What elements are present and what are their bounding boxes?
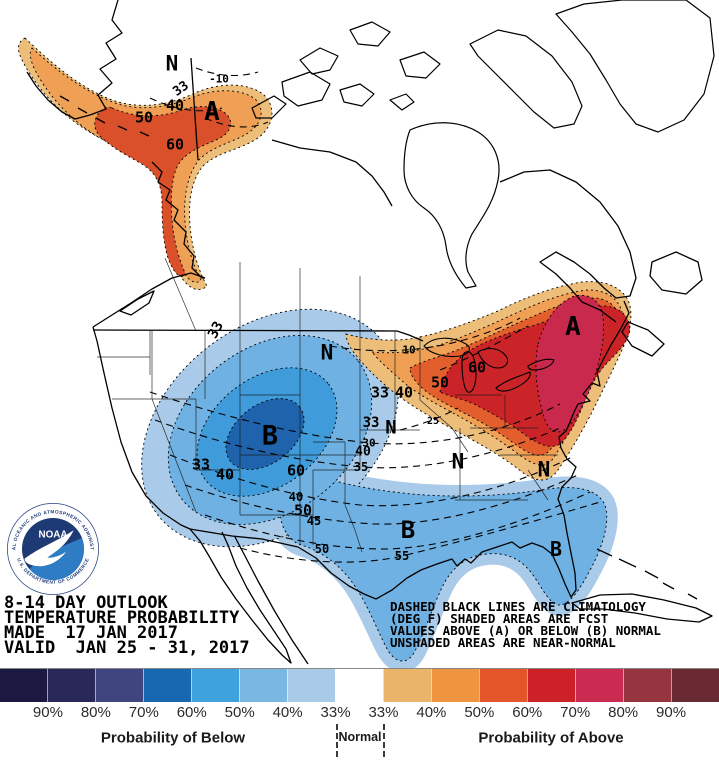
- map-label-n: N: [320, 340, 334, 365]
- title-line: VALID JAN 25 - 31, 2017: [4, 638, 250, 658]
- title-block: 8-14 DAY OUTLOOK TEMPERATURE PROBABILITY M…: [4, 593, 250, 658]
- above-70-core-newengland: [535, 294, 604, 433]
- map-label-n: N: [537, 457, 551, 482]
- map-label-10: 10: [402, 343, 416, 357]
- colorbar-tick: 90%: [32, 704, 63, 721]
- note-line: DASHED BLACK LINES ARE CLIMATOLOGY: [390, 599, 646, 614]
- map-label-33: 33: [191, 455, 211, 474]
- great-lakes: [423, 337, 555, 393]
- colorbar-segment: [575, 669, 623, 702]
- colorbar-tick: 70%: [128, 704, 159, 721]
- map-label-33: 33: [362, 415, 380, 431]
- map-label-60: 60: [165, 135, 185, 154]
- below-caption: Probability of Below: [100, 729, 246, 747]
- colorbar-tick-labels: 90% 80% 70% 60% 50% 40% 33% 33% 40% 50% 60% 70% 80% 9…: [0, 704, 719, 724]
- map-label-50: 50: [134, 108, 154, 127]
- arctic-outlines: [251, 0, 715, 289]
- colorbar-segment: [0, 669, 47, 702]
- map-label-60: 60: [286, 461, 306, 480]
- colorbar-segment: [143, 669, 191, 702]
- colorbar-tick: 60%: [512, 704, 543, 721]
- normal-caption: Normal: [338, 730, 382, 744]
- map-label-35: 35: [353, 460, 369, 474]
- map-label-55: 55: [394, 549, 410, 563]
- title-line: TEMPERATURE PROBABILITY: [4, 608, 240, 628]
- normal-left-dash: [336, 724, 338, 757]
- colorbar-segment: [623, 669, 671, 702]
- noaa-seagull-icon: [24, 530, 74, 567]
- hudson-bay: [403, 122, 500, 289]
- colorbar-segment: [431, 669, 479, 702]
- noaa-acronym: NOAA: [38, 530, 67, 541]
- colorbar-tick: 60%: [176, 704, 207, 721]
- map-label-a: A: [204, 97, 220, 127]
- colorbar-tick: 80%: [608, 704, 639, 721]
- colorbar-segment: [95, 669, 143, 702]
- map-label-n: N: [385, 416, 397, 439]
- above-40-band-alaska: [29, 47, 262, 283]
- above-50-core-alaska: [94, 106, 232, 277]
- colorbar-tick: 40%: [416, 704, 447, 721]
- colorbar-segment: [671, 669, 719, 702]
- normal-right-dash: [383, 724, 385, 757]
- map-label-30: 30: [362, 436, 376, 450]
- map-label-n: N: [451, 449, 465, 474]
- colorbar-segment: [479, 669, 527, 702]
- climatology-isotherms: [149, 67, 601, 563]
- below-40-band-south: [279, 467, 608, 662]
- noaa-logo: NATIONAL OCEANIC AND ATMOSPHERIC ADMINIS…: [7, 503, 99, 595]
- colorbar-segment: [47, 669, 95, 702]
- map-label-40: 40: [215, 465, 235, 484]
- note-line: (DEG F) SHADED AREAS ARE FCST: [390, 611, 609, 626]
- map-label-50: 50: [314, 542, 330, 556]
- note-line: VALUES ABOVE (A) OR BELOW (B) NORMAL: [390, 623, 661, 638]
- colorbar-segment: [239, 669, 287, 702]
- map-label-50: 50: [293, 501, 313, 520]
- map-label-25: 25: [426, 416, 440, 427]
- colorbar-segment: [335, 669, 383, 702]
- legend-note-block: DASHED BLACK LINES ARE CLIMATOLOGY (DEG F…: [390, 599, 661, 650]
- map-label-40: 40: [394, 383, 414, 402]
- colorbar-tick: 80%: [80, 704, 111, 721]
- above-caption: Probability of Above: [478, 729, 624, 747]
- state-borders: [97, 257, 558, 553]
- map-label-b: B: [400, 516, 416, 544]
- map-label-50: 50: [430, 373, 450, 392]
- baffin-island: [469, 29, 583, 129]
- colorbar-tick: 50%: [464, 704, 495, 721]
- map-label-a: A: [565, 312, 581, 342]
- map-label-b: B: [549, 537, 563, 561]
- colorbar-tick: 33%: [368, 704, 399, 721]
- map-label--10: -10: [209, 72, 229, 86]
- map-label-b: B: [261, 420, 279, 452]
- colorbar-tick: 90%: [656, 704, 687, 721]
- map-label-40: 40: [165, 96, 185, 115]
- colorbar-tick: 40%: [272, 704, 303, 721]
- colorbar-segment: [287, 669, 335, 702]
- title-line: MADE 17 JAN 2017: [4, 623, 178, 643]
- probability-shading: [18, 37, 632, 672]
- coastlines: [26, 0, 713, 665]
- colorbar-segment: [383, 669, 431, 702]
- title-line: 8-14 DAY OUTLOOK: [4, 593, 168, 613]
- map-label-33: 33: [370, 383, 390, 402]
- colorbar-tick: 50%: [224, 704, 255, 721]
- map-label-45: 45: [306, 514, 322, 528]
- greenland: [555, 0, 715, 133]
- map-label-60: 60: [467, 358, 487, 377]
- colorbar-tick: 70%: [560, 704, 591, 721]
- map-label-n: N: [165, 51, 179, 76]
- map-label-40: 40: [355, 444, 371, 460]
- note-line: UNSHADED AREAS ARE NEAR-NORMAL: [390, 635, 616, 650]
- colorbar-segment: [191, 669, 239, 702]
- map-label-40: 40: [288, 490, 304, 504]
- colorbar: [0, 668, 719, 702]
- colorbar-segment: [527, 669, 575, 702]
- colorbar-tick: 33%: [320, 704, 351, 721]
